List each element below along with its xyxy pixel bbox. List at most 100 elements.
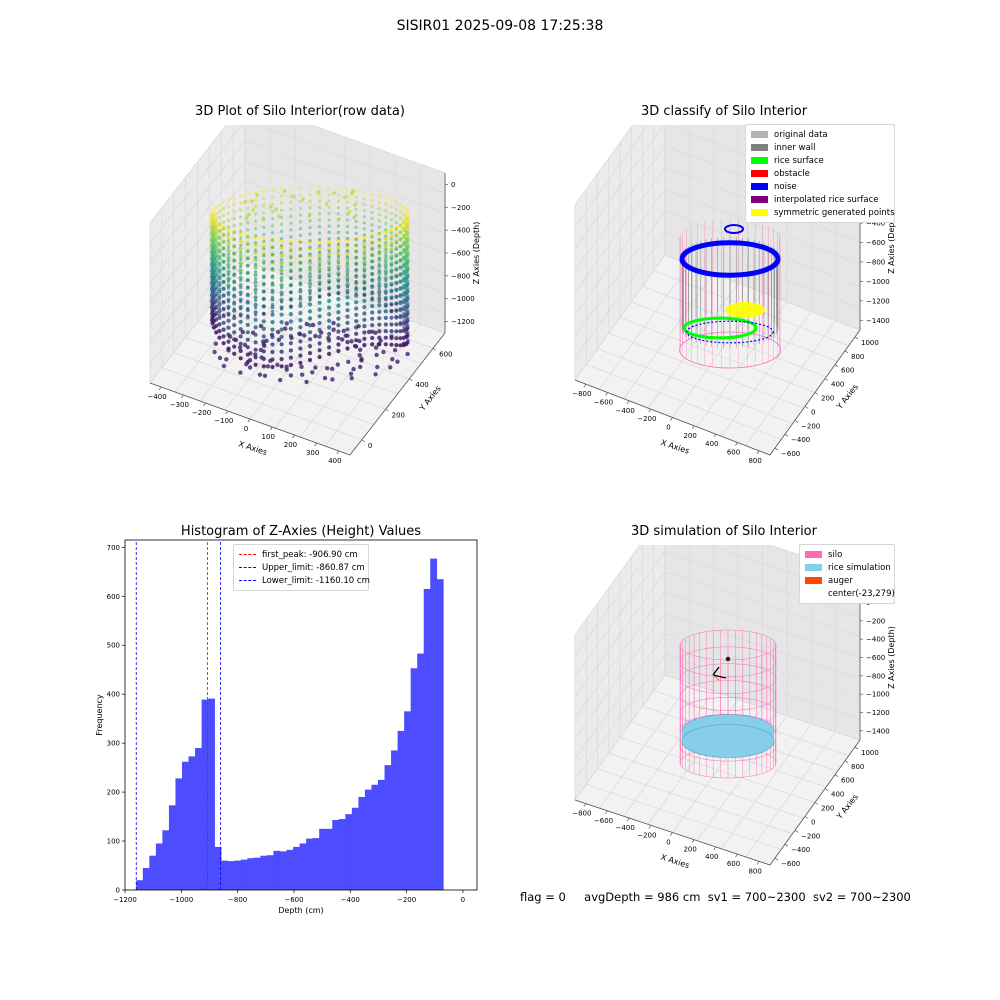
- simulation-gridline: [574, 551, 666, 677]
- raw-point: [288, 355, 293, 360]
- raw-point: [345, 282, 350, 287]
- simulation-3d-plot: −800−600−400−2000200400600800−600−400−20…: [572, 545, 896, 875]
- raw-point: [370, 278, 374, 282]
- raw-point: [377, 275, 381, 279]
- raw-point: [222, 247, 226, 251]
- raw-point: [402, 304, 406, 308]
- raw-point: [280, 265, 284, 269]
- raw-point: [389, 250, 394, 254]
- raw-point: [262, 239, 266, 244]
- raw-point: [404, 258, 408, 262]
- histogram-bar: [423, 588, 431, 890]
- raw-x-tick-label: −200: [192, 409, 211, 417]
- raw-point: [264, 338, 269, 343]
- raw-point: [398, 272, 403, 276]
- raw-point: [377, 309, 382, 314]
- raw-point: [327, 246, 332, 251]
- raw-point: [270, 252, 275, 256]
- raw-point: [377, 277, 382, 282]
- simulation-silo-ring: [679, 663, 777, 694]
- raw-point: [398, 313, 403, 317]
- raw-point: [239, 229, 243, 233]
- raw-point: [308, 278, 312, 282]
- raw-point: [289, 263, 293, 267]
- raw-point: [345, 267, 350, 271]
- raw-x-tick-label: 200: [284, 441, 297, 449]
- raw-point: [354, 249, 358, 253]
- raw-point: [345, 269, 350, 274]
- raw-point: [377, 293, 381, 298]
- raw-point: [254, 234, 258, 238]
- raw-point: [362, 197, 366, 201]
- raw-point: [288, 348, 293, 353]
- raw-point: [247, 358, 253, 363]
- raw-point: [226, 313, 231, 317]
- raw-point: [270, 281, 275, 285]
- raw-point: [270, 320, 275, 325]
- raw-point: [389, 211, 394, 215]
- raw-point: [389, 227, 394, 233]
- raw-point: [336, 310, 341, 315]
- raw-point: [307, 344, 313, 349]
- raw-x-tick: [158, 386, 162, 391]
- raw-point: [327, 199, 331, 203]
- raw-gridline: [244, 180, 446, 254]
- simulation-y-tick: [794, 829, 799, 833]
- raw-point: [270, 288, 275, 292]
- raw-point: [217, 209, 222, 213]
- raw-point: [270, 274, 275, 278]
- raw-point: [375, 364, 380, 370]
- raw-point: [394, 343, 399, 348]
- raw-point: [362, 227, 366, 231]
- raw-point: [377, 225, 381, 229]
- raw-point: [345, 224, 350, 228]
- raw-point: [270, 202, 275, 206]
- raw-point: [362, 221, 366, 225]
- simulation-scene: [679, 629, 777, 779]
- classify-x-tick-label: −600: [594, 399, 613, 407]
- raw-z-tick-label: −600: [451, 250, 470, 258]
- histogram-y-tick-label: 100: [107, 838, 120, 846]
- raw-point: [398, 343, 403, 348]
- raw-point: [389, 290, 394, 294]
- raw-point: [239, 236, 243, 240]
- simulation-center-point: [725, 656, 731, 662]
- raw-point: [345, 243, 350, 247]
- histogram-bar: [371, 784, 379, 890]
- raw-point: [222, 253, 226, 257]
- raw-point: [289, 207, 293, 211]
- raw-point: [308, 186, 312, 190]
- histogram-bar: [410, 668, 418, 890]
- raw-point: [336, 267, 340, 271]
- raw-point: [298, 200, 302, 204]
- simulation-x-tick: [605, 810, 608, 815]
- raw-point: [336, 224, 340, 228]
- raw-point: [327, 287, 331, 291]
- raw-point: [270, 342, 275, 347]
- raw-point: [253, 272, 258, 277]
- raw-point: [336, 255, 340, 259]
- raw-point: [232, 230, 236, 235]
- raw-point: [336, 335, 341, 341]
- raw-point: [384, 209, 388, 213]
- raw-point: [212, 239, 216, 243]
- raw-point: [210, 321, 215, 326]
- raw-point: [238, 261, 243, 266]
- raw-point: [354, 243, 358, 247]
- raw-point: [246, 256, 250, 261]
- raw-point: [254, 212, 258, 216]
- raw-point: [270, 209, 275, 214]
- histogram-bar: [417, 653, 425, 890]
- raw-point: [389, 309, 394, 313]
- raw-gridline: [310, 125, 446, 174]
- histogram-bar: [377, 779, 385, 890]
- legend-swatch: [805, 551, 822, 558]
- simulation-y-tick: [844, 760, 849, 764]
- raw-point: [212, 208, 216, 212]
- raw-point: [289, 297, 293, 301]
- raw-point: [345, 200, 350, 204]
- raw-point: [389, 303, 394, 307]
- raw-point: [232, 344, 237, 349]
- raw-point: [217, 248, 222, 252]
- raw-point: [389, 270, 394, 274]
